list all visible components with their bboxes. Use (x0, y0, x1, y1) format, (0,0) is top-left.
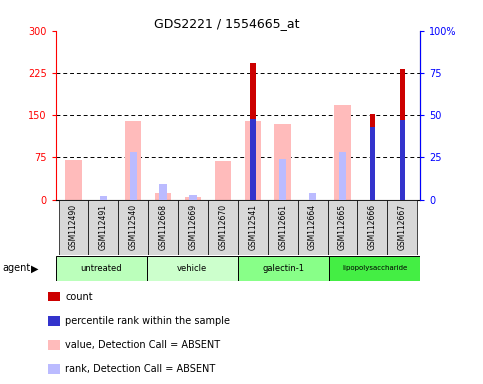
Bar (99, 196, 107, 200)
Bar (185, 197, 201, 200)
Text: GSM112491: GSM112491 (99, 204, 108, 250)
FancyBboxPatch shape (178, 200, 208, 255)
FancyBboxPatch shape (357, 200, 387, 255)
Bar (339, 152, 346, 200)
Bar (274, 124, 291, 200)
Bar (369, 127, 375, 200)
FancyBboxPatch shape (329, 256, 420, 281)
Bar (279, 159, 286, 200)
Text: percentile rank within the sample: percentile rank within the sample (65, 316, 230, 326)
Text: GSM112668: GSM112668 (158, 204, 168, 250)
Bar (309, 193, 316, 200)
FancyBboxPatch shape (238, 200, 268, 255)
Bar (125, 121, 142, 200)
FancyBboxPatch shape (88, 200, 118, 255)
Text: GSM112490: GSM112490 (69, 204, 78, 250)
FancyBboxPatch shape (387, 200, 417, 255)
Text: agent: agent (2, 263, 30, 273)
FancyBboxPatch shape (208, 200, 238, 255)
FancyBboxPatch shape (147, 256, 238, 281)
Text: GSM112670: GSM112670 (218, 204, 227, 250)
Text: GSM112667: GSM112667 (398, 204, 407, 250)
Bar (399, 120, 405, 200)
Bar (155, 193, 171, 200)
Text: value, Detection Call = ABSENT: value, Detection Call = ABSENT (65, 340, 220, 350)
Bar (215, 161, 231, 200)
Text: GSM112540: GSM112540 (129, 204, 138, 250)
FancyBboxPatch shape (118, 200, 148, 255)
Text: GSM112669: GSM112669 (188, 204, 198, 250)
Text: untreated: untreated (80, 264, 122, 273)
Text: rank, Detection Call = ABSENT: rank, Detection Call = ABSENT (65, 364, 215, 374)
Text: galectin-1: galectin-1 (262, 264, 304, 273)
FancyBboxPatch shape (238, 256, 329, 281)
Bar (189, 195, 197, 200)
FancyBboxPatch shape (327, 200, 357, 255)
Bar (129, 152, 137, 200)
Text: lipopolysaccharide: lipopolysaccharide (342, 265, 407, 271)
Bar (250, 119, 256, 200)
Bar (369, 114, 375, 200)
Text: GSM112665: GSM112665 (338, 204, 347, 250)
Text: GSM112666: GSM112666 (368, 204, 377, 250)
Bar (250, 63, 256, 200)
Text: count: count (65, 292, 93, 302)
Bar (244, 121, 261, 200)
FancyBboxPatch shape (58, 200, 88, 255)
Bar (334, 105, 351, 200)
Text: GSM112661: GSM112661 (278, 204, 287, 250)
Bar (159, 184, 167, 200)
Text: GSM112541: GSM112541 (248, 204, 257, 250)
Bar (65, 160, 82, 200)
FancyBboxPatch shape (148, 200, 178, 255)
Text: ▶: ▶ (31, 263, 39, 273)
FancyBboxPatch shape (56, 256, 147, 281)
Text: GSM112664: GSM112664 (308, 204, 317, 250)
Text: GDS2221 / 1554665_at: GDS2221 / 1554665_at (154, 17, 300, 30)
Bar (399, 69, 405, 200)
FancyBboxPatch shape (268, 200, 298, 255)
FancyBboxPatch shape (298, 200, 327, 255)
Text: vehicle: vehicle (177, 264, 207, 273)
